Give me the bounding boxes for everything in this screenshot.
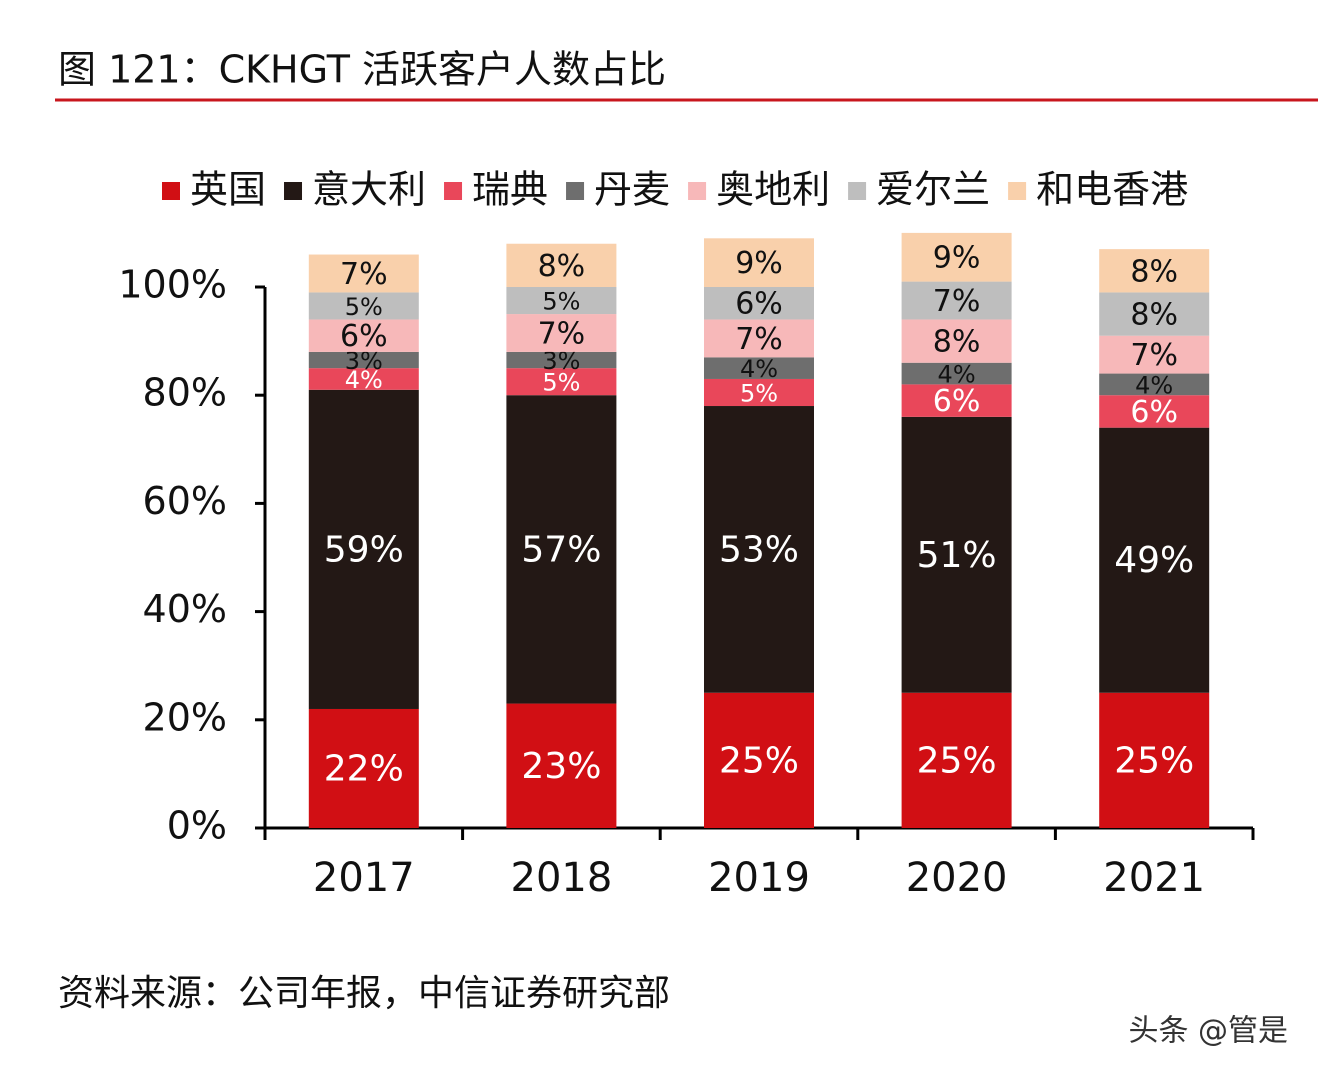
data-label: 7% — [1130, 338, 1178, 373]
data-label: 53% — [719, 529, 799, 570]
data-label: 7% — [538, 316, 586, 351]
data-label: 25% — [1114, 740, 1194, 781]
y-tick-label: 0% — [167, 804, 227, 848]
data-label: 5% — [345, 293, 383, 321]
data-label: 5% — [542, 369, 580, 397]
data-label: 9% — [735, 246, 783, 281]
legend-swatch — [1008, 182, 1027, 200]
bar-segment — [506, 368, 617, 396]
legend-label: 爱尔兰 — [876, 168, 990, 212]
data-label: 59% — [324, 529, 404, 570]
chart-title: 图 121：CKHGT 活跃客户人数占比 — [58, 48, 666, 92]
bar-segment — [901, 692, 1012, 828]
legend-swatch — [688, 182, 707, 200]
data-label: 7% — [735, 322, 783, 357]
bar-segment — [1099, 395, 1210, 428]
data-label: 6% — [1130, 395, 1178, 430]
legend-label: 和电香港 — [1036, 168, 1188, 212]
bar-segment — [308, 368, 419, 390]
y-tick-label: 80% — [143, 371, 227, 415]
bar-segment — [1099, 335, 1210, 374]
bar-segment — [901, 319, 1012, 363]
bar-segment — [308, 389, 419, 709]
bar-segment — [704, 319, 814, 358]
data-label: 6% — [340, 319, 388, 354]
bar-segment — [704, 238, 814, 287]
bar-segment — [308, 351, 419, 369]
bar-segment — [704, 287, 814, 320]
legend-swatch — [444, 182, 463, 200]
legend-label: 丹麦 — [594, 168, 670, 212]
bar-segment — [506, 395, 617, 704]
x-tick-label: 2020 — [906, 855, 1008, 901]
data-label: 4% — [1135, 371, 1173, 399]
data-label: 22% — [324, 748, 404, 789]
source-note: 资料来源：公司年报，中信证券研究部 — [58, 973, 670, 1014]
bar-segment — [308, 254, 419, 293]
x-tick-label: 2017 — [313, 855, 415, 901]
bar-segment — [704, 357, 814, 379]
y-tick-label: 60% — [143, 479, 227, 523]
data-label: 6% — [735, 287, 783, 322]
bar-segment — [901, 416, 1012, 693]
legend-label: 瑞典 — [472, 168, 548, 212]
bar-segment — [308, 708, 419, 828]
data-label: 4% — [938, 361, 976, 389]
bar-segment — [1099, 692, 1210, 828]
data-label: 57% — [521, 529, 601, 570]
bar-segment — [1099, 373, 1210, 396]
bar-segment — [704, 378, 814, 407]
legend-swatch — [566, 182, 585, 200]
data-label: 4% — [345, 366, 383, 394]
bar-segment — [308, 319, 419, 352]
legend-swatch — [284, 182, 303, 200]
data-label: 7% — [933, 284, 981, 319]
bar-segment — [1099, 249, 1210, 293]
data-label: 5% — [740, 379, 778, 407]
data-label: 8% — [933, 325, 981, 360]
bar-segment — [704, 406, 814, 693]
data-label: 8% — [1130, 298, 1178, 333]
x-tick-label: 2018 — [511, 855, 613, 901]
y-tick-label: 20% — [143, 695, 227, 739]
watermark: 头条 @管是 — [1128, 1014, 1288, 1049]
legend-swatch — [848, 182, 867, 200]
bar-segment — [901, 232, 1012, 282]
bar-segment — [506, 351, 617, 369]
data-label: 25% — [719, 740, 799, 781]
bar-segment — [901, 384, 1012, 417]
data-label: 51% — [917, 535, 997, 576]
legend-swatch — [162, 182, 180, 200]
legend-label: 英国 — [190, 168, 266, 212]
bar-segment — [506, 314, 617, 352]
legend-label: 奥地利 — [716, 168, 830, 212]
bar-segment — [1099, 292, 1210, 336]
data-label: 23% — [521, 746, 601, 787]
data-label: 7% — [340, 257, 388, 292]
data-label: 6% — [933, 384, 981, 419]
bar-segment — [506, 243, 617, 287]
legend-label: 意大利 — [312, 168, 426, 212]
data-label: 8% — [1130, 254, 1178, 289]
bar-segment — [901, 362, 1012, 385]
bar-segment — [308, 292, 419, 320]
y-tick-label: 100% — [118, 263, 227, 307]
bar-segment — [506, 287, 617, 315]
x-tick-label: 2021 — [1103, 855, 1205, 901]
data-label: 25% — [917, 740, 997, 781]
data-label: 5% — [542, 288, 580, 316]
y-tick-label: 40% — [143, 587, 227, 631]
data-label: 9% — [933, 241, 981, 276]
bar-segment — [704, 692, 814, 828]
bar-segment — [506, 703, 617, 828]
data-label: 8% — [538, 249, 586, 284]
data-label: 49% — [1114, 540, 1194, 581]
bar-segment — [901, 281, 1012, 320]
bar-segment — [1099, 427, 1210, 693]
x-tick-label: 2019 — [708, 855, 810, 901]
data-label: 4% — [740, 355, 778, 383]
